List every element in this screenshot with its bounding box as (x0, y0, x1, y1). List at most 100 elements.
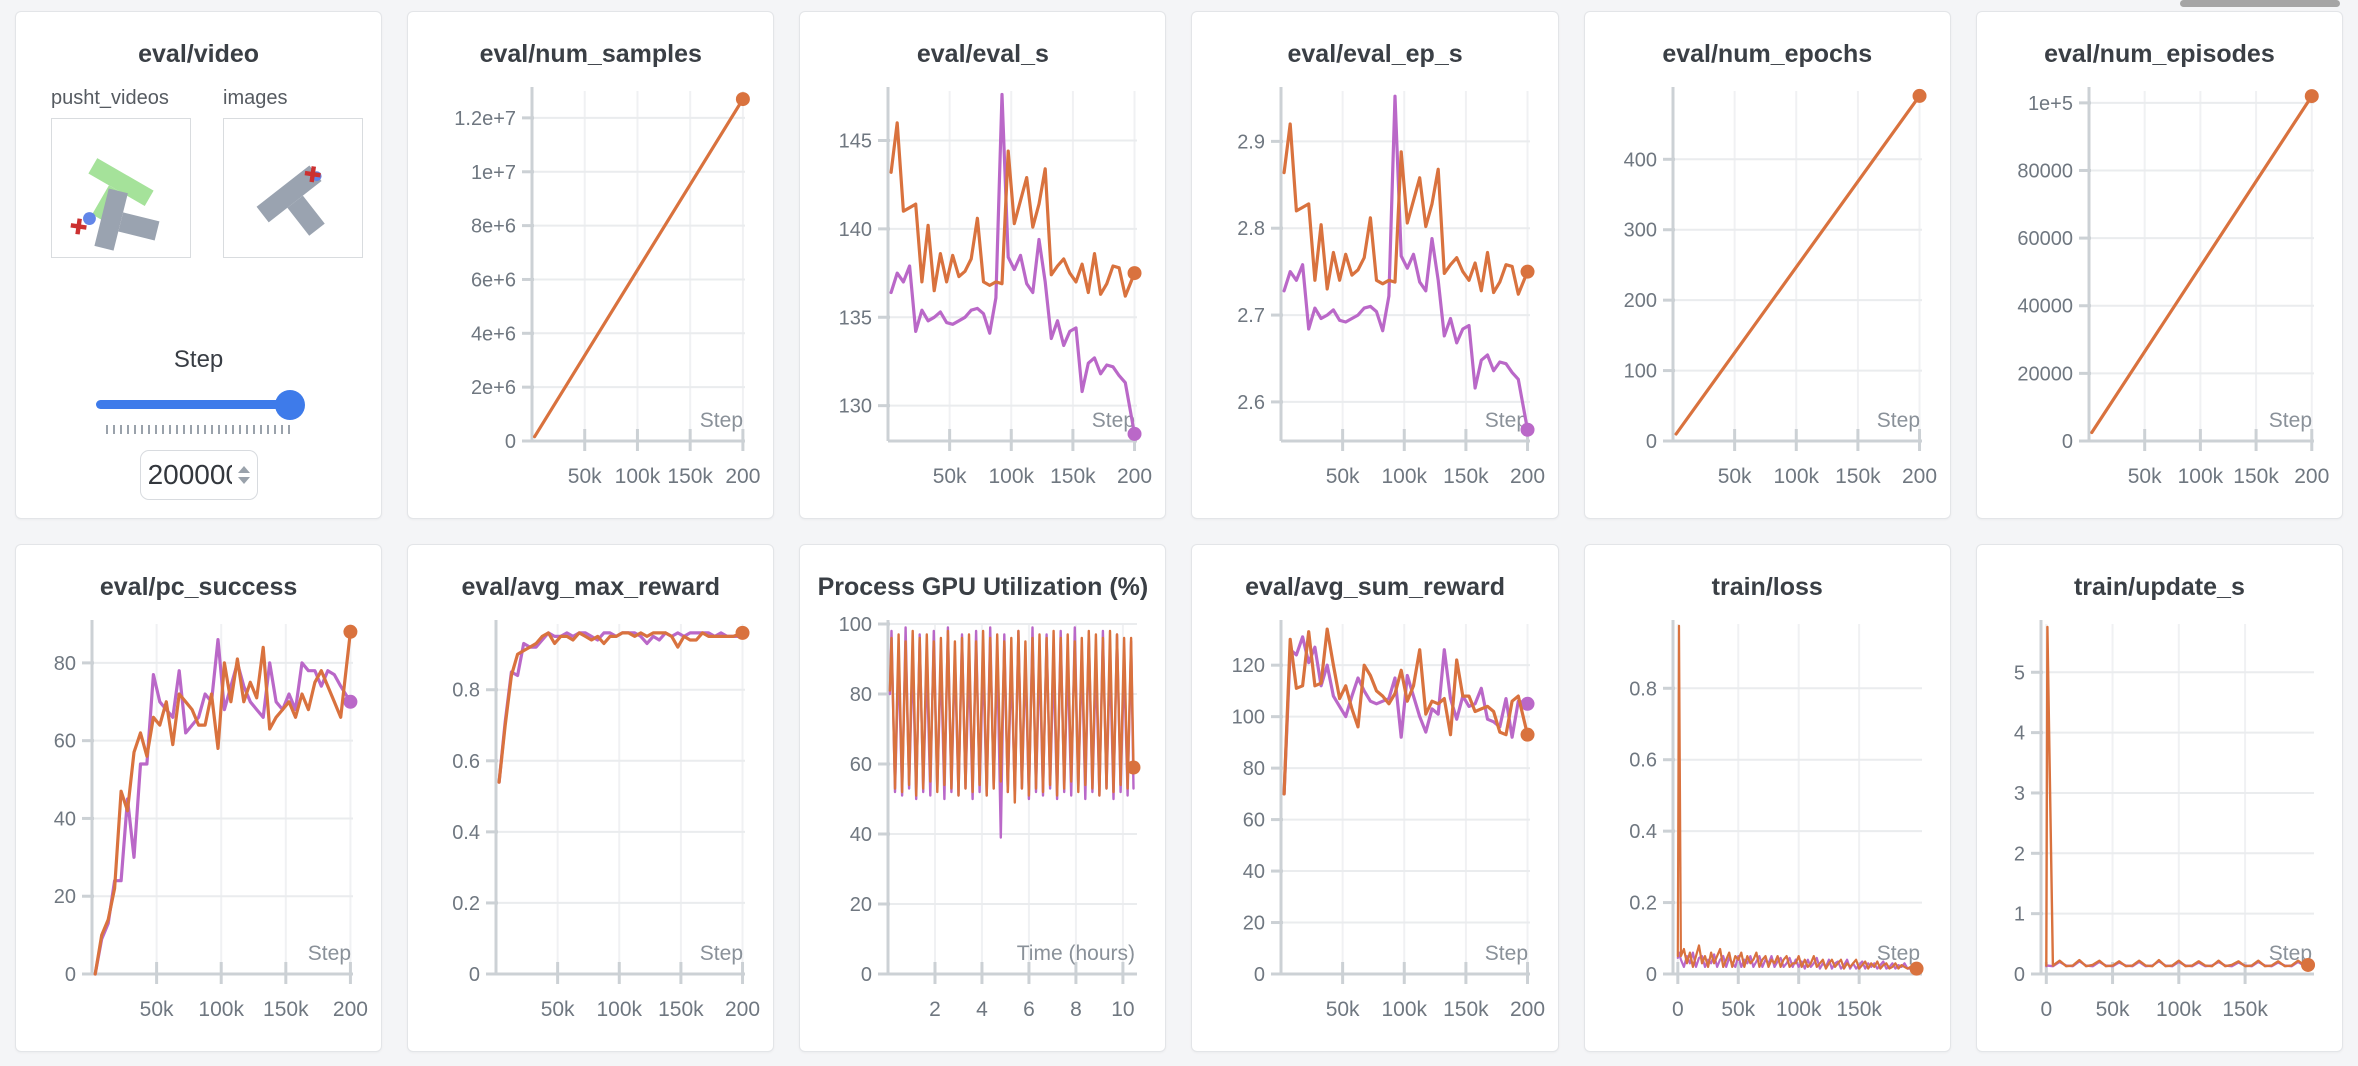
gray-t-shape (256, 165, 325, 236)
svg-text:0.8: 0.8 (452, 680, 480, 702)
svg-text:150k: 150k (1443, 998, 1489, 1021)
chart-canvas-avg_max_reward[interactable]: 50k 100k 150k 200 0 0.2 0.4 0.6 0.8 Step (420, 610, 761, 1040)
svg-text:100: 100 (1231, 707, 1264, 729)
series-run-orange (93, 630, 353, 976)
slider-tick-ruler (105, 425, 292, 434)
svg-text:0: 0 (65, 964, 76, 986)
media-row: pusht_videos images (16, 87, 381, 258)
svg-text:60: 60 (1242, 810, 1264, 832)
svg-text:200: 200 (1902, 465, 1937, 488)
step-spinner[interactable] (237, 466, 250, 484)
panel-title: eval/video (138, 40, 260, 68)
series-endpoint-run-orange (1520, 264, 1535, 279)
svg-text:0: 0 (1646, 431, 1657, 453)
series-endpoint-run-orange (1912, 88, 1927, 103)
gray-t-shape (94, 188, 160, 251)
x-axis-label: Step (1484, 409, 1527, 432)
svg-text:50k: 50k (1717, 465, 1751, 488)
svg-text:50k: 50k (933, 465, 967, 488)
target-cross (304, 166, 321, 183)
step-slider[interactable] (96, 390, 306, 420)
spinner-down-icon[interactable] (237, 477, 250, 484)
series-endpoint-run-orange (343, 624, 358, 639)
svg-text:0.6: 0.6 (1629, 750, 1657, 772)
panel-avg_max_reward: eval/avg_max_reward 50k 100k 150k 200 0 0.2 0.4… (407, 544, 775, 1052)
svg-text:40: 40 (54, 808, 76, 830)
panel-avg_sum_reward: eval/avg_sum_reward 50k 100k 150k 200 0 20 40 60… (1191, 544, 1559, 1052)
svg-text:1: 1 (2014, 904, 2025, 926)
series-endpoint-run-orange (1909, 961, 1924, 976)
series-run-orange (497, 631, 745, 784)
panel-eval-video: eval/video pusht_videos (15, 11, 383, 519)
svg-text:0: 0 (1672, 998, 1684, 1021)
chart-title: eval/num_epochs (1662, 40, 1873, 68)
panel-eval_ep_s: eval/eval_ep_s 50k 100k 150k 200 2.6 2.7 2.8 2.9… (1191, 11, 1559, 519)
series-run-purple (889, 92, 1137, 436)
chart-title: eval/num_episodes (2044, 40, 2275, 68)
image-thumbnail[interactable] (223, 118, 363, 258)
series-endpoint-run-purple (1127, 426, 1142, 441)
svg-text:5: 5 (2014, 662, 2025, 684)
chart-title: eval/eval_s (916, 40, 1049, 68)
chart-title: train/update_s (2073, 573, 2245, 601)
svg-text:0.4: 0.4 (452, 822, 480, 844)
x-axis-label: Step (2269, 409, 2312, 432)
chart-title: eval/num_samples (479, 40, 702, 68)
svg-text:135: 135 (839, 307, 872, 329)
svg-text:60000: 60000 (2017, 228, 2073, 250)
series-endpoint-run-orange (2300, 957, 2315, 972)
svg-text:200: 200 (726, 465, 761, 488)
svg-text:0: 0 (1646, 964, 1657, 986)
step-value-input[interactable] (147, 459, 232, 491)
chart-canvas-num_samples[interactable]: 50k 100k 150k 200 0 2e+6 4e+6 6e+6 8e+6 1e+7 1.2e+… (420, 77, 761, 507)
slider-track[interactable] (96, 400, 302, 409)
spinner-up-icon[interactable] (237, 466, 250, 473)
chart-canvas-avg_sum_reward[interactable]: 50k 100k 150k 200 0 20 40 60 80 100 120 Step (1205, 610, 1546, 1040)
chart-canvas-eval_ep_s[interactable]: 50k 100k 150k 200 2.6 2.7 2.8 2.9 Step (1205, 77, 1546, 507)
svg-text:400: 400 (1623, 149, 1656, 171)
svg-text:80: 80 (850, 684, 872, 706)
svg-text:10: 10 (1112, 998, 1135, 1021)
x-axis-label: Step (700, 409, 743, 432)
chart-canvas-train_update_s[interactable]: 0 50k 100k 150k 0 1 2 3 4 5 Step (1989, 610, 2330, 1040)
svg-text:200: 200 (1510, 998, 1545, 1021)
chart-canvas-train_loss[interactable]: 0 50k 100k 150k 0 0.2 0.4 0.6 0.8 Step (1597, 610, 1938, 1040)
svg-text:1.2e+7: 1.2e+7 (455, 108, 517, 130)
chart-canvas-eval_s[interactable]: 50k 100k 150k 200 130 135 140 145 Step (812, 77, 1153, 507)
svg-text:0.2: 0.2 (452, 893, 480, 915)
svg-text:150k: 150k (2233, 465, 2279, 488)
media-item-pusht-videos: pusht_videos (51, 87, 191, 258)
svg-text:0: 0 (861, 964, 872, 986)
series-run-orange (2090, 94, 2314, 435)
svg-text:150k: 150k (668, 465, 714, 488)
panel-num_samples: eval/num_samples 50k 100k 150k 200 0 2e+6 4e+6 6… (407, 11, 775, 519)
svg-text:40: 40 (1242, 861, 1264, 883)
series-run-orange (1282, 122, 1529, 296)
chart-title: eval/avg_max_reward (461, 573, 720, 601)
media-item-images: images (223, 87, 363, 258)
horizontal-scrollbar[interactable] (2180, 0, 2340, 7)
x-axis-label: Step (308, 942, 351, 965)
svg-text:130: 130 (839, 396, 872, 418)
series-endpoint-run-purple (343, 694, 358, 709)
series-run-orange (1674, 94, 1921, 436)
media-label: pusht_videos (51, 87, 169, 109)
chart-canvas-num_episodes[interactable]: 50k 100k 150k 200 0 20000 40000 60000 80000 1e+5 S… (1989, 77, 2330, 507)
svg-text:100k: 100k (597, 998, 643, 1021)
pusht-video-thumbnail[interactable] (51, 118, 191, 258)
chart-canvas-pc_success[interactable]: 50k 100k 150k 200 0 20 40 60 80 Step (28, 610, 369, 1040)
slider-handle[interactable] (275, 390, 306, 420)
chart-canvas-num_epochs[interactable]: 50k 100k 150k 200 0 100 200 300 400 Step (1597, 77, 1938, 507)
svg-text:2e+6: 2e+6 (471, 377, 516, 399)
x-axis-label: Step (1484, 942, 1527, 965)
series-run-orange (1282, 627, 1529, 796)
series-endpoint-run-orange (1127, 266, 1142, 281)
series-run-orange (889, 629, 1136, 804)
svg-text:50k: 50k (2096, 998, 2130, 1021)
series-endpoint-run-purple (1520, 696, 1535, 711)
x-axis-label: Step (1877, 942, 1920, 965)
svg-text:4e+6: 4e+6 (471, 323, 516, 345)
series-endpoint-run-orange (736, 92, 751, 107)
svg-text:8: 8 (1070, 998, 1082, 1021)
